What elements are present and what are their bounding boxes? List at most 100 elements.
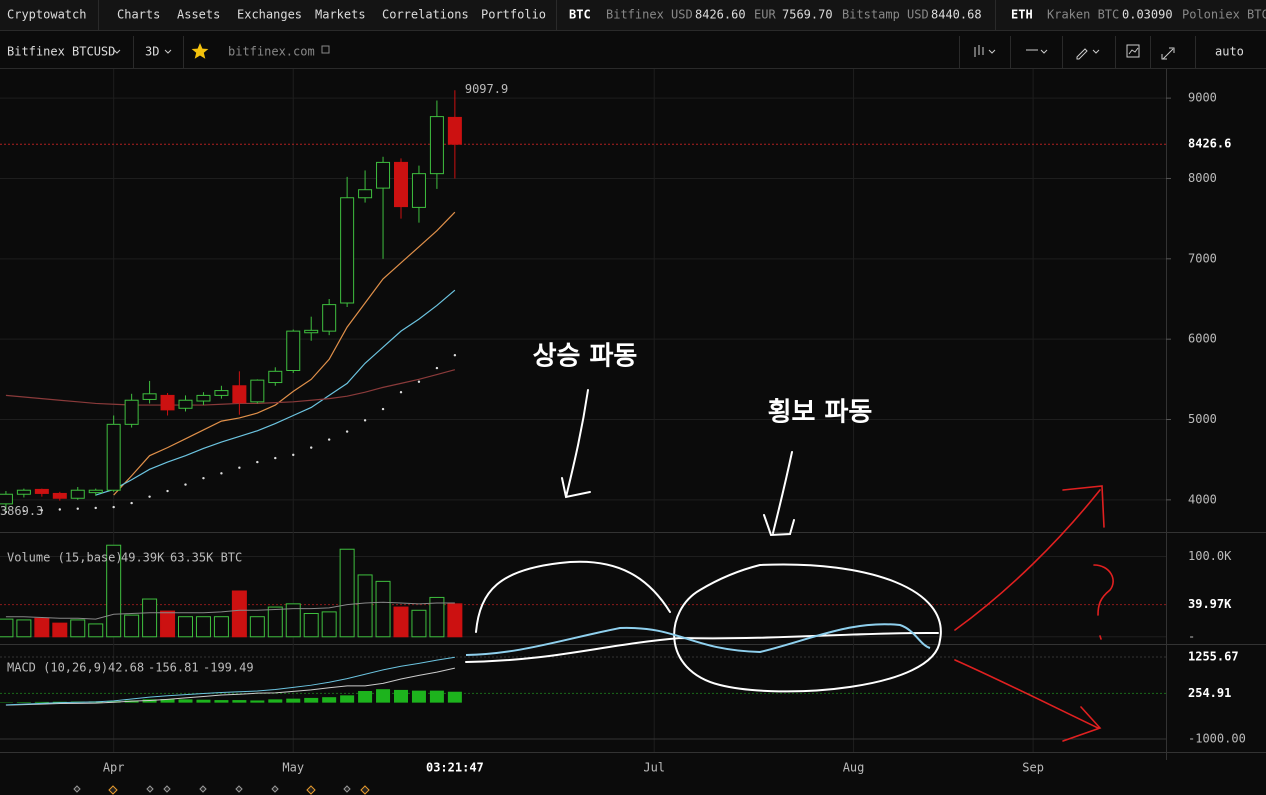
market-select[interactable]: Bitfinex BTCUSD <box>7 45 115 59</box>
panel-label: Volume (15,base) <box>7 551 123 565</box>
volume-average <box>5 601 455 620</box>
candle-body <box>232 385 247 404</box>
volume-bar <box>411 609 427 638</box>
nav-link[interactable]: Portfolio <box>481 8 546 22</box>
macd-histogram <box>304 697 319 703</box>
ticker-symbol[interactable]: BTC <box>569 8 591 22</box>
volume-bar <box>447 603 463 638</box>
candle-body <box>70 489 85 499</box>
indicator-dot <box>453 354 457 357</box>
indicator-dot <box>112 505 115 509</box>
y-tick-label: 1255.67 <box>1188 649 1239 663</box>
ticker-market[interactable]: EUR <box>754 8 776 22</box>
macd-histogram <box>178 699 193 703</box>
candle-body <box>214 390 229 396</box>
ticker-market[interactable]: Bitstamp USD <box>842 8 929 22</box>
y-tick-label: 4000 <box>1188 492 1217 506</box>
y-tick-label: 5000 <box>1188 412 1217 426</box>
hand-drawing <box>465 389 1114 742</box>
indicator-dot <box>381 407 385 411</box>
candle-body <box>411 173 426 208</box>
macd-histogram <box>376 689 391 703</box>
nav-link[interactable]: Charts <box>117 8 160 22</box>
indicator-dot <box>327 438 331 441</box>
y-tick-label: 100.0K <box>1188 549 1232 563</box>
volume-bar <box>231 590 247 638</box>
nav-bar <box>0 0 1266 30</box>
x-tick-label: Aug <box>843 761 865 775</box>
ticker-price: 7569.70 <box>782 8 833 22</box>
macd-histogram <box>196 699 211 703</box>
y-tick-label: 39.97K <box>1188 597 1232 611</box>
volume-bar <box>429 596 445 638</box>
external-icon <box>321 45 330 54</box>
ticker-market[interactable]: Kraken BTC <box>1047 8 1119 22</box>
chevron <box>113 49 121 54</box>
y-tick-label: - <box>1188 629 1195 643</box>
scale-select[interactable]: auto <box>1215 45 1244 59</box>
indicator-dot <box>148 495 151 498</box>
ticker-price: 0.03090 <box>1122 8 1173 22</box>
macd-readout: -156.81 <box>148 661 199 675</box>
nav-link[interactable]: Correlations <box>382 8 469 22</box>
volume-bar <box>88 623 104 638</box>
volume-bar <box>249 616 265 638</box>
volume-bar <box>339 548 355 638</box>
volume-bar <box>160 610 176 638</box>
candle-body <box>447 116 462 145</box>
volume-bar <box>213 616 229 638</box>
candle-body <box>268 370 283 384</box>
panel-label: MACD (10,26,9) <box>7 661 108 675</box>
annotation: 횡보 파동 <box>768 398 873 428</box>
ticker-market[interactable]: Poloniex BTC <box>1182 8 1266 22</box>
indicator-dot <box>417 380 421 383</box>
macd-histogram <box>160 699 175 703</box>
x-tick-label: Sep <box>1022 761 1044 775</box>
nav-link[interactable]: Exchanges <box>237 8 302 22</box>
macd-histogram <box>250 700 265 703</box>
brand[interactable]: Cryptowatch <box>7 8 86 22</box>
volume-bar <box>285 603 301 638</box>
last-price-label: 8426.6 <box>1188 137 1231 151</box>
candle-body <box>88 489 103 494</box>
toolbar-icons[interactable] <box>959 36 1196 68</box>
exchange-link[interactable]: bitfinex.com <box>228 45 315 59</box>
candle-body <box>16 489 31 495</box>
volume-readout: 63.35K BTC <box>170 551 242 565</box>
indicator-dot <box>130 501 133 505</box>
indicator-dot <box>94 506 97 510</box>
candle-body <box>160 394 175 411</box>
indicator-dot <box>256 460 259 464</box>
indicator-dot <box>220 472 223 475</box>
volume-bar <box>357 574 373 638</box>
candle-body <box>52 492 67 499</box>
indicator-dot <box>399 390 403 394</box>
y-tick-label: 9000 <box>1188 91 1217 105</box>
indicator-dot <box>40 509 44 512</box>
volume-bar <box>0 618 14 638</box>
interval-select[interactable]: 3D <box>145 45 159 59</box>
indicator-line <box>5 369 456 406</box>
favorite-star[interactable] <box>191 43 209 59</box>
volume-bar <box>16 619 32 638</box>
macd-histogram <box>214 700 229 703</box>
high-label: 9097.9 <box>465 82 508 96</box>
plot: Apr May Jul Aug Sep 4000 5000 6000 7000 8000 9000 0… <box>0 69 1246 775</box>
volume-bar <box>321 611 337 638</box>
indicator-dot <box>274 456 277 460</box>
candle-body <box>0 493 13 505</box>
ticker-market[interactable]: Bitfinex USD <box>606 8 693 22</box>
chevron <box>164 49 172 54</box>
volume-bar <box>195 616 211 638</box>
macd-readout: 42.68 <box>108 661 144 675</box>
x-tick-label: May <box>282 761 304 775</box>
indicator-dot <box>4 510 8 514</box>
nav-link[interactable]: Markets <box>315 8 366 22</box>
candle-body <box>358 189 373 199</box>
candle-body <box>178 399 193 409</box>
nav-link[interactable]: Assets <box>177 8 220 22</box>
ticker-symbol[interactable]: ETH <box>1011 8 1033 22</box>
candle-body <box>393 161 408 208</box>
